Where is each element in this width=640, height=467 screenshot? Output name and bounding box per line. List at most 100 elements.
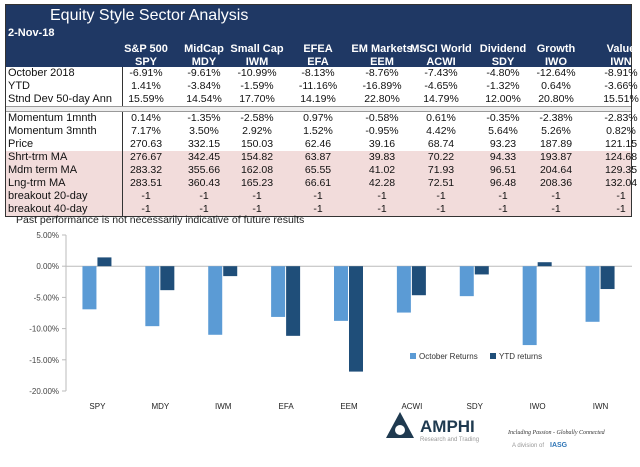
bar-october-spy	[82, 266, 97, 310]
cell-value: -1	[313, 190, 323, 202]
row-label: Lng-trm MA	[8, 177, 123, 190]
cell-value: -1	[436, 203, 446, 215]
table-row: Momentum 3mnth 7.17% 3.50% 2.92% 1.52% -0.95%…	[6, 125, 636, 138]
table-row: Momentum 1mnth 0.14% -1.35% -2.58% 0.97% -0.5…	[6, 112, 638, 125]
cell-value: -3.84%	[187, 80, 221, 92]
logo-name: AMPHI	[420, 417, 475, 436]
bar-october-iwm	[208, 266, 223, 335]
cell-value: -4.80%	[486, 67, 520, 79]
column-header: Small Cap IWM	[225, 43, 289, 69]
cell-value: -3.66%	[604, 80, 638, 92]
cell-value: 39.16	[368, 138, 396, 150]
bar-october-mdy	[145, 266, 160, 327]
x-tick-label: IWN	[593, 402, 609, 411]
row-label: Price	[8, 138, 123, 151]
bar-october-efa	[271, 266, 286, 317]
table-row: YTD 1.41% -3.84% -1.59% -11.16% -16.89% -4.65%…	[6, 80, 638, 93]
cell-value: -11.16%	[298, 80, 338, 92]
cell-value: 14.19%	[300, 93, 336, 105]
cell-value: -1	[252, 203, 262, 215]
cell-value: -8.13%	[301, 67, 335, 79]
row-label: breakout 40-day	[8, 203, 123, 216]
cell-value: 283.51	[129, 177, 163, 189]
cell-value: 42.28	[368, 177, 396, 189]
bar-ytd-iwm	[223, 266, 238, 277]
x-tick-label: SDY	[467, 402, 484, 411]
row-label: October 2018	[8, 67, 123, 80]
x-tick-label: EEM	[340, 402, 358, 411]
cell-value: -4.65%	[424, 80, 458, 92]
row-label: Stnd Dev 50-day Ann	[8, 93, 123, 106]
column-name: S&P 500	[124, 43, 168, 55]
column-name: MidCap	[184, 43, 224, 55]
cell-value: 0.97%	[303, 112, 333, 124]
cell-value: -0.58%	[365, 112, 399, 124]
cell-value: 283.32	[129, 164, 163, 176]
cell-value: -1	[141, 190, 151, 202]
row-label: breakout 20-day	[8, 190, 123, 203]
column-name: EFEA	[303, 43, 333, 55]
cell-value: -0.35%	[486, 112, 520, 124]
cell-value: 14.79%	[423, 93, 459, 105]
page-title: Equity Style Sector Analysis	[50, 7, 249, 24]
bar-october-iwn	[585, 266, 600, 322]
cell-value: -2.83%	[604, 112, 638, 124]
cell-value: 3.50%	[189, 125, 219, 137]
column-header: EM Markets EEM	[350, 43, 414, 69]
bar-ytd-iwn	[600, 266, 615, 290]
returns-chart: 5.00% 0.00% -5.00% -10.00% -15.00% -20.00% SPY…	[29, 231, 632, 411]
cell-value: -1	[616, 190, 626, 202]
bar-october-sdy	[459, 266, 474, 297]
cell-value: 129.35	[604, 164, 638, 176]
legend-swatch	[490, 353, 496, 359]
cell-value: 276.67	[129, 151, 163, 163]
cell-value: 12.00%	[485, 93, 521, 105]
cell-value: -8.91%	[604, 67, 638, 79]
cell-value: 0.82%	[606, 125, 636, 137]
column-ticker: SPY	[134, 56, 157, 68]
cell-value: 360.43	[187, 177, 221, 189]
column-header: Value IWN	[589, 43, 640, 69]
legend-label: October Returns	[419, 352, 478, 361]
column-header: EFEA EFA	[286, 43, 350, 69]
cell-value: -1	[551, 190, 561, 202]
cell-value: -1	[377, 190, 387, 202]
y-tick-label: -10.00%	[29, 325, 59, 334]
column-name: Value	[606, 43, 636, 55]
bar-october-iwo	[522, 266, 537, 346]
y-tick-label: 5.00%	[36, 231, 59, 240]
cell-value: 208.36	[539, 177, 573, 189]
x-tick-label: SPY	[89, 402, 106, 411]
cell-value: -1	[199, 203, 209, 215]
y-tick-label: -5.00%	[34, 293, 59, 302]
cell-value: 96.51	[489, 164, 517, 176]
column-ticker: IWM	[245, 56, 269, 68]
cell-value: 17.70%	[239, 93, 275, 105]
cell-value: 93.23	[489, 138, 517, 150]
table-row: October 2018 -6.91% -9.61% -10.99% -8.13% -8.…	[6, 67, 638, 80]
table-row: Lng-trm MA 283.51 360.43 165.23 66.61 42.28 72…	[6, 177, 637, 190]
column-header: MidCap MDY	[172, 43, 236, 69]
cell-value: 165.23	[240, 177, 274, 189]
cell-value: 70.22	[427, 151, 455, 163]
column-name: Small Cap	[230, 43, 284, 55]
column-ticker: IWN	[610, 56, 632, 68]
row-label: Momentum 1mnth	[8, 112, 123, 125]
cell-value: 342.45	[187, 151, 221, 163]
row-label: Momentum 3mnth	[8, 125, 123, 138]
cell-value: 72.51	[427, 177, 455, 189]
y-tick-label: -20.00%	[29, 387, 59, 396]
bar-ytd-eem	[349, 266, 363, 372]
cell-value: 41.02	[368, 164, 396, 176]
cell-value: 20.80%	[538, 93, 574, 105]
cell-value: -9.61%	[187, 67, 221, 79]
bar-ytd-acwi	[411, 266, 426, 296]
column-ticker: IWO	[545, 56, 567, 68]
analysis-table: Equity Style Sector Analysis 2-Nov-18 S&…	[5, 4, 639, 217]
column-ticker: MDY	[191, 56, 217, 68]
x-tick-label: ACWI	[401, 402, 422, 411]
cell-value: 1.41%	[131, 80, 161, 92]
bar-ytd-mdy	[160, 266, 175, 291]
cell-value: -2.38%	[539, 112, 573, 124]
cell-value: 5.64%	[488, 125, 518, 137]
